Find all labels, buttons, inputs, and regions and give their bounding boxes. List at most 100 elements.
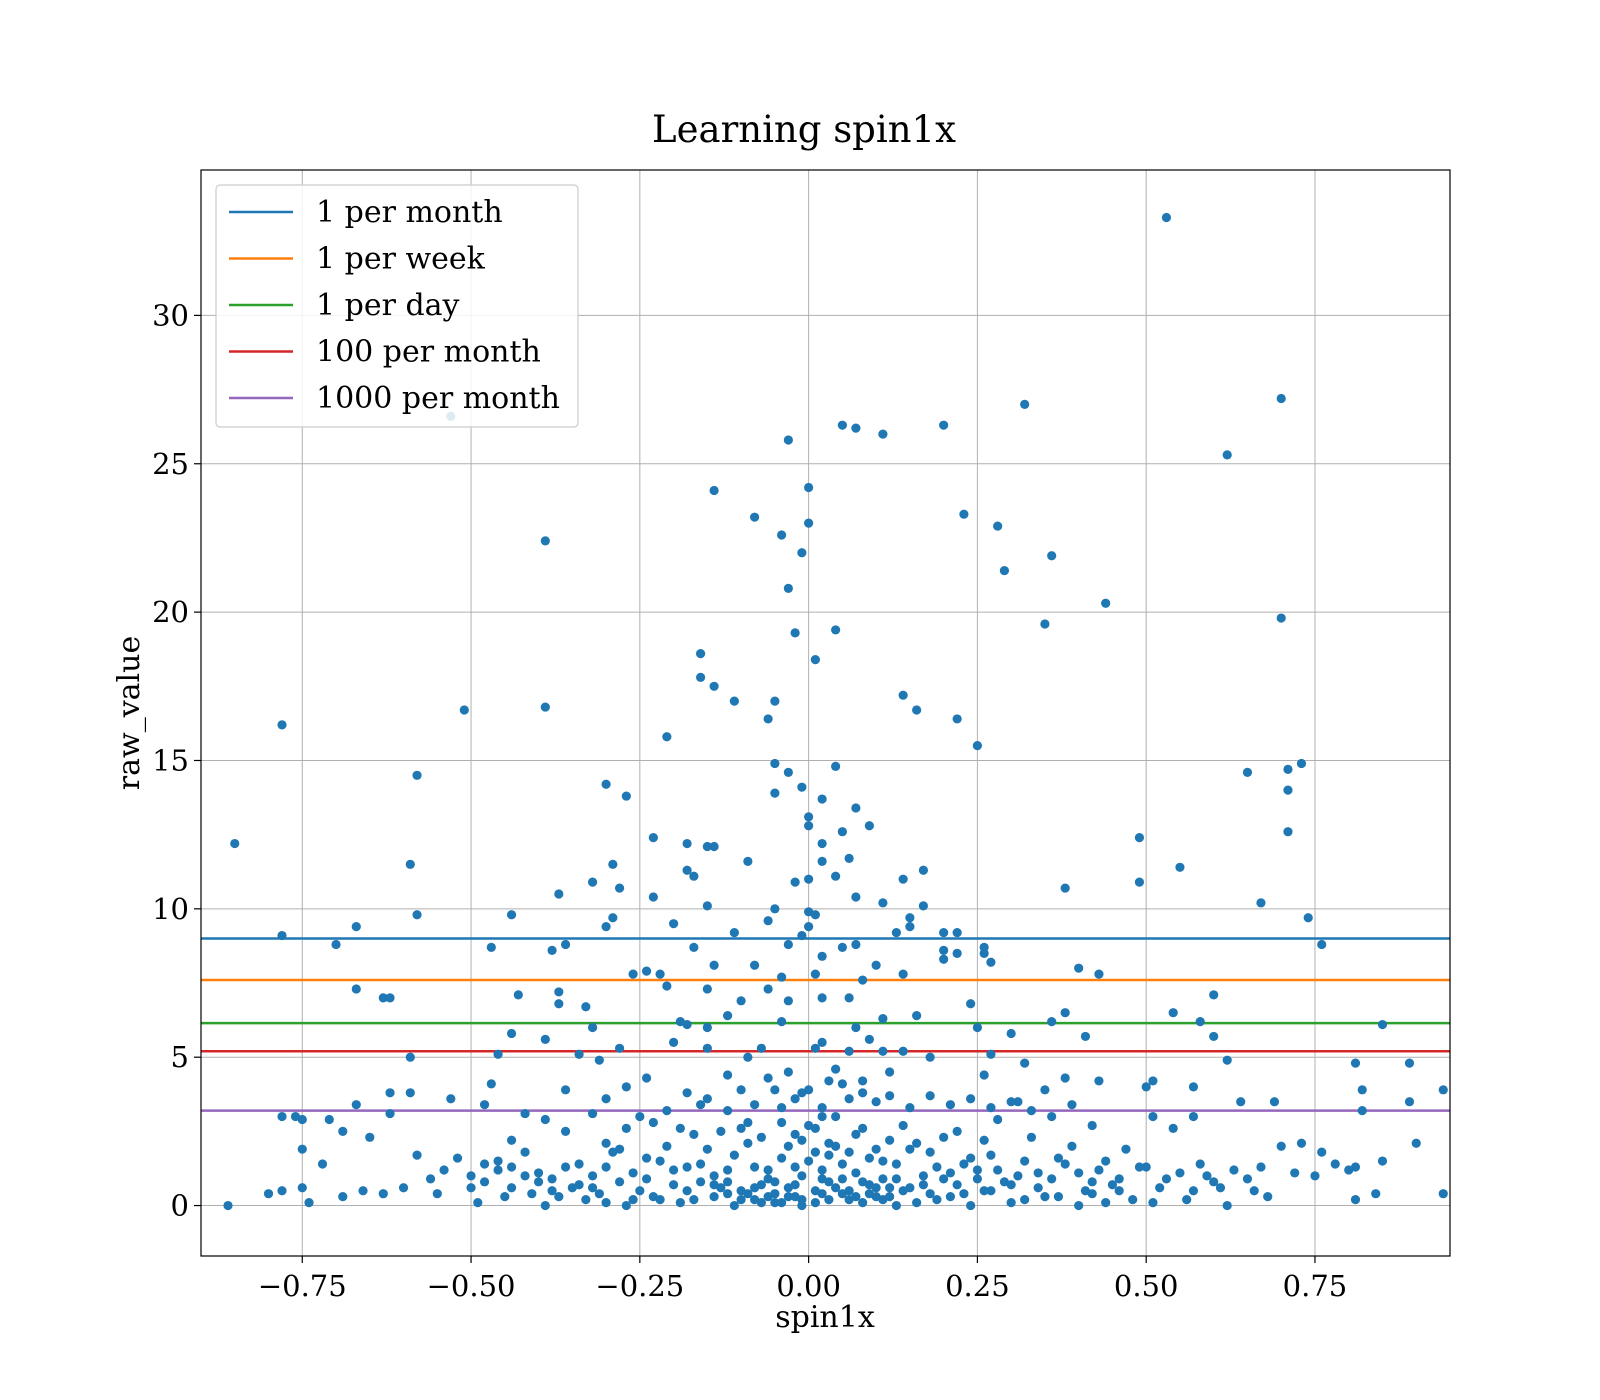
data-point — [777, 1016, 787, 1027]
data-point — [871, 1097, 881, 1107]
data-point — [831, 1111, 841, 1122]
data-point — [790, 628, 800, 638]
data-point — [1006, 1197, 1016, 1208]
data-point — [939, 945, 949, 955]
data-point — [844, 993, 854, 1003]
data-point — [662, 1141, 672, 1151]
data-point — [655, 1156, 665, 1166]
data-point — [1074, 1168, 1084, 1178]
data-point — [1182, 1195, 1192, 1205]
data-point — [621, 791, 631, 801]
data-point — [1188, 1111, 1199, 1122]
data-point — [1020, 399, 1030, 410]
data-point — [966, 1200, 976, 1211]
data-point — [777, 1197, 787, 1208]
data-point — [1094, 969, 1104, 979]
data-point — [851, 423, 861, 433]
data-point — [1053, 1192, 1064, 1202]
data-point — [750, 960, 760, 970]
data-point — [405, 1088, 415, 1098]
data-point — [851, 892, 861, 902]
x-tick-label: 0.50 — [1114, 1269, 1179, 1303]
data-point — [587, 1171, 598, 1181]
data-point — [702, 1022, 712, 1033]
data-point — [986, 1103, 996, 1113]
data-point — [763, 1165, 773, 1175]
data-point — [1188, 1186, 1199, 1196]
data-point — [1114, 1174, 1124, 1184]
data-point — [729, 1200, 739, 1211]
data-point — [702, 1094, 712, 1104]
data-point — [1020, 1058, 1030, 1068]
data-point — [804, 1156, 814, 1166]
data-point — [817, 1103, 827, 1113]
x-tick-label: 0.00 — [776, 1269, 841, 1303]
data-point — [1330, 1159, 1340, 1169]
data-point — [1047, 1016, 1057, 1027]
data-point — [723, 1070, 733, 1080]
data-point — [696, 672, 706, 682]
data-point — [885, 1135, 895, 1145]
data-point — [844, 1186, 854, 1196]
data-point — [601, 1094, 611, 1104]
data-point — [878, 429, 888, 439]
data-point — [905, 913, 915, 923]
data-point — [351, 922, 361, 932]
data-point — [466, 1183, 476, 1193]
data-point — [1168, 1123, 1178, 1134]
data-point — [1101, 1156, 1111, 1166]
data-point — [952, 1180, 962, 1190]
data-point — [743, 1052, 753, 1062]
data-point — [878, 1046, 888, 1056]
data-point — [1296, 1138, 1307, 1148]
data-point — [506, 1162, 517, 1172]
data-point — [587, 1108, 598, 1119]
data-point — [277, 930, 287, 941]
data-point — [797, 1195, 807, 1205]
x-tick-label: 0.75 — [1283, 1269, 1348, 1303]
data-point — [513, 990, 523, 1000]
data-point — [493, 1156, 503, 1166]
data-point — [675, 1197, 685, 1208]
data-point — [891, 1159, 901, 1169]
data-point — [743, 1138, 753, 1148]
y-axis-label: raw_value — [112, 636, 147, 790]
data-point — [527, 1189, 537, 1199]
data-point — [1155, 1183, 1165, 1193]
data-point — [945, 1192, 956, 1202]
y-tick-label: 30 — [152, 298, 189, 332]
data-point — [790, 877, 800, 887]
data-point — [668, 919, 679, 929]
data-point — [723, 1165, 733, 1175]
data-point — [1195, 1016, 1205, 1027]
data-point — [425, 1174, 436, 1184]
data-point — [858, 1123, 868, 1134]
data-point — [1040, 619, 1050, 629]
data-point — [702, 984, 712, 994]
data-point — [763, 1192, 773, 1202]
data-point — [432, 1189, 442, 1199]
data-point — [1371, 1189, 1381, 1199]
data-point — [1101, 1197, 1111, 1208]
data-point — [986, 1150, 996, 1160]
data-point — [547, 945, 557, 955]
data-point — [378, 1189, 388, 1199]
data-point — [533, 1168, 544, 1178]
legend-box — [215, 184, 579, 428]
data-point — [1242, 1174, 1253, 1184]
data-point — [358, 1186, 368, 1196]
data-point — [993, 1114, 1003, 1125]
data-point — [230, 838, 240, 849]
data-point — [1269, 1097, 1280, 1107]
data-point — [925, 1091, 935, 1101]
data-point — [837, 942, 847, 953]
data-point — [1283, 764, 1293, 774]
data-point — [783, 1067, 793, 1077]
data-point — [1148, 1111, 1158, 1122]
data-point — [750, 1162, 760, 1172]
data-point — [533, 1177, 544, 1187]
data-point — [1404, 1058, 1415, 1068]
data-point — [925, 1052, 935, 1062]
data-point — [682, 1019, 692, 1030]
data-point — [641, 966, 652, 976]
